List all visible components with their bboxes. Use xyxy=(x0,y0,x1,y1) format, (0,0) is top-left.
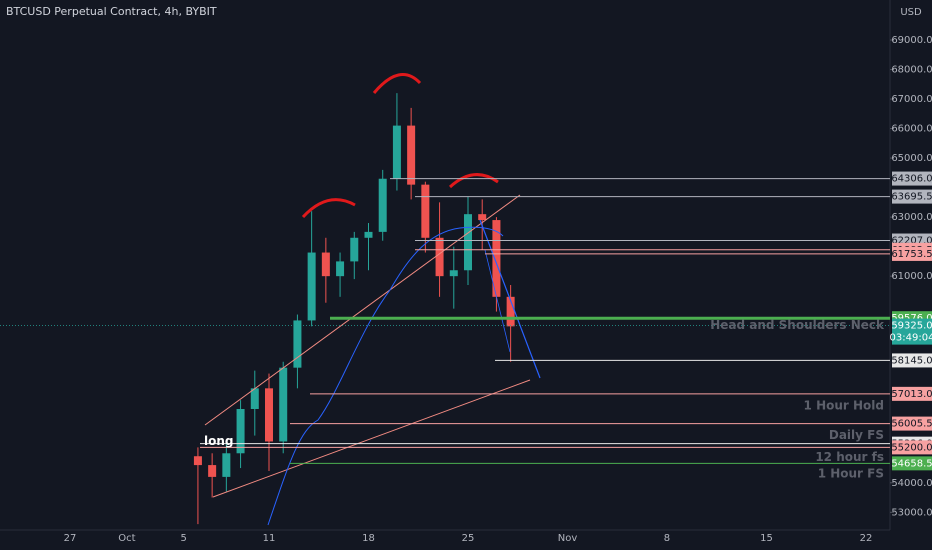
candle-body xyxy=(222,453,231,477)
shoulder-arc xyxy=(448,173,499,189)
last-price-label: 59325.0 xyxy=(891,321,932,332)
trend-line xyxy=(484,249,511,353)
candle-body xyxy=(336,261,345,277)
y-tick-label: 65000.0 xyxy=(891,153,932,164)
level-label: 54658.5 xyxy=(891,458,932,469)
y-tick-label: 61000.0 xyxy=(891,271,932,282)
shoulder-arc xyxy=(301,198,356,219)
countdown: 03:49:04 xyxy=(890,333,932,344)
candle-body xyxy=(307,252,316,321)
x-tick-label: 22 xyxy=(860,533,873,544)
level-label: 61753.5 xyxy=(891,249,932,260)
x-tick-label: 15 xyxy=(760,533,773,544)
x-tick-label: Nov xyxy=(558,533,578,544)
head-arc xyxy=(372,73,422,94)
candle-body xyxy=(435,237,444,277)
candle-body xyxy=(193,456,202,466)
x-tick-label: 5 xyxy=(181,533,187,544)
candle-body xyxy=(392,125,401,179)
candle-body xyxy=(492,220,501,297)
level-label-box xyxy=(892,416,932,431)
candle-body xyxy=(407,125,416,185)
level-label: 63695.5 xyxy=(891,192,932,203)
candle-body xyxy=(378,178,387,232)
y-tick-label: 53000.0 xyxy=(891,507,932,518)
annotation: Head and Shoulders Neck xyxy=(710,318,885,332)
y-tick-label: 63000.0 xyxy=(891,212,932,223)
moving-average xyxy=(267,226,504,526)
level-label-box xyxy=(892,440,932,455)
annotation: Daily FS xyxy=(829,428,884,442)
level-label: 57013.0 xyxy=(891,389,932,400)
x-tick-label: 11 xyxy=(263,533,276,544)
trend-line xyxy=(212,379,531,498)
candle-body xyxy=(321,252,330,277)
trend-line xyxy=(479,219,541,379)
candle-body xyxy=(449,270,458,277)
level-label: 62207.0 xyxy=(891,236,932,247)
candle-body xyxy=(279,367,288,442)
level-label-box xyxy=(892,246,932,261)
candle-body xyxy=(506,296,515,327)
level-label: 55200.0 xyxy=(891,442,932,453)
annotation: 12 hour fs xyxy=(815,450,884,464)
candle-body xyxy=(421,184,430,238)
candle-body xyxy=(350,237,359,262)
y-tick-label: 66000.0 xyxy=(891,124,932,135)
level-label-box xyxy=(892,386,932,401)
x-tick-label: Oct xyxy=(118,533,135,544)
level-label: 64306.0 xyxy=(891,174,932,185)
candle-body xyxy=(264,388,273,442)
level-label-box xyxy=(892,171,932,186)
level-label: 56005.5 xyxy=(891,419,932,430)
y-tick-label: 67000.0 xyxy=(891,94,932,105)
y-tick-label: 69000.0 xyxy=(891,35,932,46)
y-tick-label: 68000.0 xyxy=(891,65,932,76)
candle-body xyxy=(463,214,472,271)
chart-title: BTCUSD Perpetual Contract, 4h, BYBIT xyxy=(6,5,217,18)
plot xyxy=(193,93,515,525)
annotation: long xyxy=(204,434,234,448)
x-tick-label: 18 xyxy=(362,533,375,544)
candle-body xyxy=(208,465,217,477)
trend-line xyxy=(204,194,521,426)
candle-body xyxy=(236,408,245,454)
annotation: 1 Hour Hold xyxy=(804,399,884,413)
candle-body xyxy=(250,388,259,409)
level-label-box xyxy=(892,189,932,204)
level-label: 58145.0 xyxy=(891,355,932,366)
candle-body xyxy=(478,214,487,221)
x-tick-label: 8 xyxy=(664,533,670,544)
level-label-box xyxy=(892,353,932,368)
candle-body xyxy=(293,320,302,368)
x-tick-label: 25 xyxy=(462,533,475,544)
level-label-box xyxy=(892,456,932,471)
annotation: 1 Hour FS xyxy=(818,466,884,480)
y-tick-label: 54000.0 xyxy=(891,478,932,489)
candle-body xyxy=(364,231,373,238)
last-price-box xyxy=(892,318,932,345)
axis-unit: USD xyxy=(900,7,922,18)
x-tick-label: 27 xyxy=(64,533,77,544)
